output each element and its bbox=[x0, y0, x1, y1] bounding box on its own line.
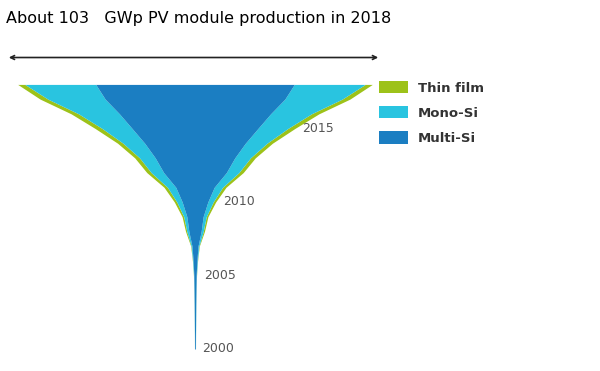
Text: 2000: 2000 bbox=[203, 342, 235, 355]
Text: 2005: 2005 bbox=[203, 269, 236, 282]
Text: 2015: 2015 bbox=[302, 122, 334, 135]
Text: 2010: 2010 bbox=[223, 196, 254, 209]
Text: About 103   GWp PV module production in 2018: About 103 GWp PV module production in 20… bbox=[6, 11, 391, 26]
Legend: Thin film, Mono-Si, Multi-Si: Thin film, Mono-Si, Multi-Si bbox=[379, 81, 484, 145]
